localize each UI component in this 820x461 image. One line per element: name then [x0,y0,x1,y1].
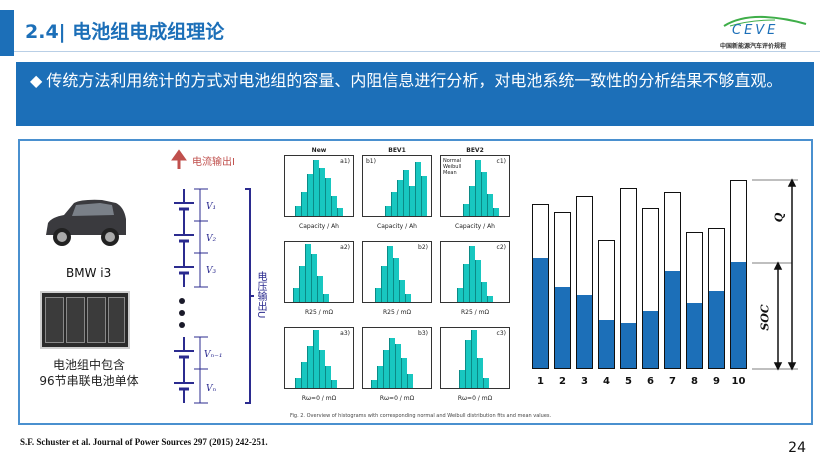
logo-subtitle: 中国新能源汽车评价规程 [720,43,787,50]
dimension-arrows [752,178,798,371]
histogram-b2: b2) [362,241,432,303]
svg-text:Vₙ₋₁: Vₙ₋₁ [204,350,223,360]
cell-bar-8 [686,232,703,369]
histogram-caption: Fig. 2. Overview of histograms with corr… [290,413,552,419]
cell-bar-3 [576,196,593,369]
current-arrow-icon [171,149,187,169]
svg-text:V₃: V₃ [206,266,216,276]
page-number: 24 [788,440,806,456]
svg-text:V₂: V₂ [206,234,216,244]
page-title: 2.4| 电池组电成组理论 [25,21,225,43]
histogram-a1: a1) [284,155,354,217]
histogram-legend: Normal Weibull Mean [443,158,462,176]
histogram-c3: c3) [440,327,510,389]
hist-col-title-bev2: BEV2 [466,147,484,154]
histogram-b1: b1) [362,155,432,217]
histogram-a2: a2) [284,241,354,303]
hist-col-title-bev1: BEV1 [388,147,406,154]
histogram-c1: Normal Weibull Mean c1) [440,155,510,217]
car-label: BMW i3 [66,266,112,280]
car-swoosh-icon [723,15,807,27]
bmw-i3-car-image [46,199,126,246]
cell-bar-10 [730,180,747,369]
svg-text:V₁: V₁ [206,202,216,212]
cell-bar-1 [532,204,549,369]
soc-label: SOC [758,304,772,331]
summary-banner: ◆ 传统方法利用统计的方式对电池组的容量、内阻信息进行分析，对电池系统一致性的分析… [16,62,814,126]
current-output-label: 电流输出I [192,157,235,168]
cell-bar-9 [708,228,725,369]
hist-col-title-new: New [311,147,327,154]
banner-text: 传统方法利用统计的方式对电池组的容量、内阻信息进行分析，对电池系统一致性的分析结… [46,71,783,90]
cell-bar-4 [598,240,615,369]
histogram-grid: New BEV1 BEV2 a1) b1) Normal Weibull Mean … [260,147,551,421]
cell-bar-6 [642,208,659,369]
q-label: Q [772,212,786,223]
logo-wordmark: CEVE [732,23,779,38]
title-divider [14,51,820,52]
cell-bar-5 [620,188,637,369]
soc-capacity-bar-chart: 1 2 3 4 5 6 7 8 9 10 Q SOC [530,171,800,391]
cell-bar-2 [554,212,571,369]
ceve-logo: CEVE 中国新能源汽车评价规程 [720,14,810,54]
diamond-bullet-icon: ◆ [30,71,43,90]
histogram-c2: c2) [440,241,510,303]
voltage-output-label: 电压输出U [255,271,266,319]
cell-bar-7 [664,192,681,369]
series-circuit-diagram: V₁ V₂ V₃ Vₙ₋₁ Vₙ 电流输出I 电压输出U [170,147,270,422]
histogram-a3: a3) [284,327,354,389]
histogram-b3: b3) [362,327,432,389]
svg-text:Vₙ: Vₙ [206,384,216,394]
title-accent-bar [0,10,14,56]
pack-caption: 电池组中包含 96节串联电池单体 [39,358,139,388]
citation: S.F. Schuster et al. Journal of Power So… [20,437,268,447]
figure-panel: BMW i3 电池组中包含 96节串联电池单体 [18,139,813,425]
battery-pack-image [40,291,130,349]
